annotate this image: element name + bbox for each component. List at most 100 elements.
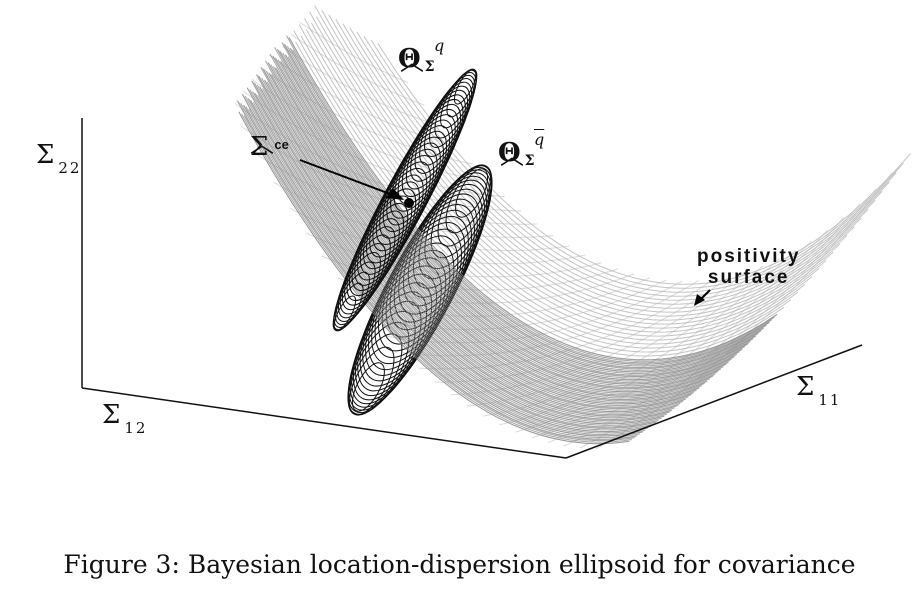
surface-line — [263, 69, 708, 400]
surface-line — [286, 45, 767, 367]
surface-line — [266, 81, 703, 404]
surface-line — [287, 56, 759, 371]
surface-line — [305, 29, 813, 341]
surface-line — [269, 73, 714, 397]
ellipsoid-contour — [424, 166, 493, 270]
surface-line — [298, 24, 806, 345]
surface-line — [252, 91, 670, 422]
surface-line — [295, 41, 785, 357]
surface-line — [259, 86, 686, 413]
surface-line — [240, 102, 641, 439]
surface-line — [282, 45, 441, 127]
ellipsoid-contour — [401, 99, 464, 197]
positivity-arrowhead — [694, 294, 705, 306]
figure-caption: Figure 3: Bayesian location-dispersion e… — [63, 550, 856, 579]
sigma-ce-arrowhead — [386, 188, 404, 200]
x-axis-line — [81, 387, 567, 459]
surface-line — [247, 98, 657, 429]
surface-line — [254, 93, 673, 420]
surface-line — [288, 37, 778, 361]
surface-line — [248, 108, 649, 434]
hat-accent: ︿ — [250, 130, 274, 158]
surface-line — [258, 75, 694, 408]
surface-line — [250, 99, 659, 428]
ellipsoid-contour — [397, 103, 462, 205]
y-axis-label: Σ 11 — [796, 372, 842, 409]
ellipsoid-contour — [440, 69, 478, 129]
surface-line — [284, 43, 764, 368]
surface-line — [299, 21, 409, 84]
axes-frame — [81, 118, 863, 459]
surface-line — [249, 89, 668, 423]
surface-line — [237, 100, 638, 440]
surface-line — [277, 59, 740, 382]
ellipsoid-contour — [419, 81, 472, 166]
surface-line — [303, 17, 820, 337]
y-axis-line — [565, 344, 863, 459]
ellipsoid-contour — [332, 271, 370, 331]
surface-line — [280, 61, 743, 381]
surface-line — [257, 95, 676, 419]
surface-line — [274, 67, 728, 389]
surface-line — [275, 68, 730, 388]
surface-line — [265, 60, 719, 394]
ellipsoid-theta-q — [332, 68, 478, 332]
sigma-ce-point — [404, 198, 414, 208]
z-axis-label: Σ 22 — [36, 140, 82, 177]
ellipsoid-contour — [434, 72, 477, 139]
surface-line — [310, 22, 827, 333]
ellipsoid-contour — [453, 69, 477, 105]
surface-line — [246, 87, 665, 425]
surface-line — [290, 33, 425, 106]
surface-line — [273, 66, 727, 390]
surface-line — [251, 78, 489, 182]
annotations — [299, 159, 711, 306]
surface-line — [282, 52, 754, 375]
ellipsoid-contour — [348, 300, 422, 411]
surface-line — [238, 111, 630, 445]
x-axis-label: Σ 12 — [102, 400, 148, 437]
surface-line — [255, 73, 692, 410]
ellipsoid-contour — [402, 179, 488, 307]
surface-line — [243, 115, 635, 442]
surface-line — [256, 84, 684, 414]
surface-line — [262, 88, 689, 411]
ellipsoid-contour — [414, 85, 471, 174]
surface-line — [289, 47, 770, 365]
surface-line — [260, 67, 705, 402]
ellipsoid-contour — [445, 165, 492, 234]
surface-line — [241, 113, 632, 443]
positivity-surface-label: positivity surface — [697, 246, 801, 288]
surface-line — [242, 104, 643, 437]
surface-line — [274, 57, 738, 384]
surface-line — [286, 35, 775, 362]
hat-accent: ︿ — [500, 142, 524, 170]
surface-line — [245, 106, 646, 436]
figure-plot — [81, 5, 911, 459]
surface-line — [284, 54, 756, 373]
ellipsoid-contour — [429, 74, 476, 148]
ellipsoid-contour — [351, 362, 385, 412]
surface-line — [276, 48, 748, 377]
surface-line — [269, 53, 732, 387]
surface-line — [242, 94, 651, 433]
ellipsoid-contour — [455, 168, 489, 218]
ellipsoid-contour — [405, 94, 466, 190]
surface-line — [252, 101, 662, 426]
surface-line — [281, 42, 762, 370]
surface-line — [263, 79, 700, 405]
surface-line — [271, 74, 716, 396]
hat-accent: ︿ — [400, 48, 424, 76]
surface-line — [251, 80, 678, 417]
surface-line — [300, 35, 799, 349]
surface-line — [253, 82, 681, 416]
ellipsoid-contour — [446, 68, 478, 118]
surface-line — [279, 50, 751, 376]
surface-line — [272, 55, 735, 385]
surface-line — [236, 100, 637, 441]
surface-line — [265, 71, 711, 399]
